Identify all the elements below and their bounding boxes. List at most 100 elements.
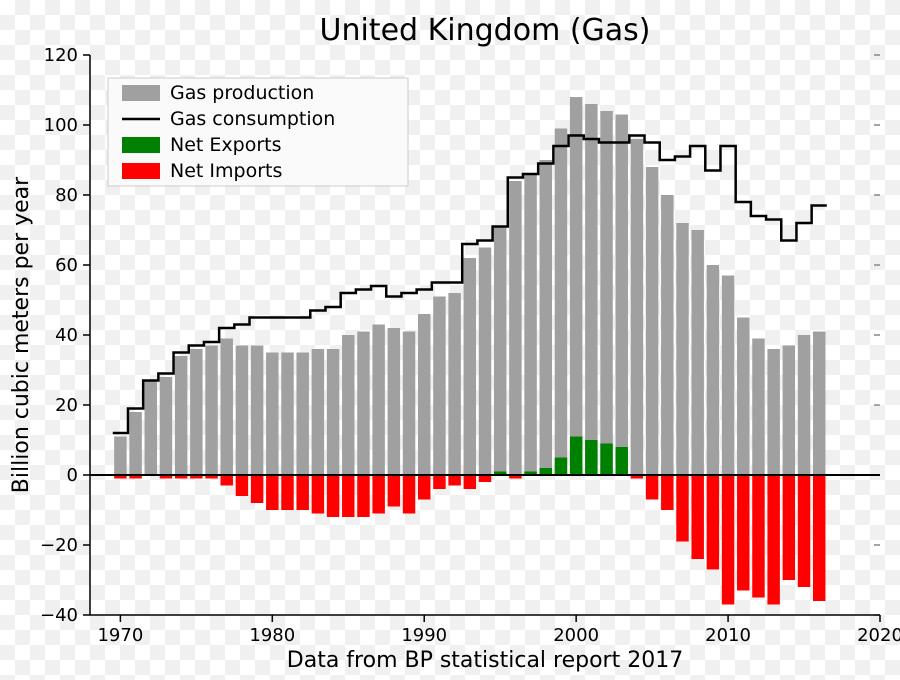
y-axis-label: Billion cubic meters per year xyxy=(9,176,34,493)
bar-production xyxy=(251,346,263,476)
bar-imports xyxy=(251,475,263,503)
bar-exports xyxy=(570,437,582,476)
bar-exports xyxy=(555,458,567,476)
bar-production xyxy=(418,314,430,475)
xtick-label: 1980 xyxy=(249,625,295,646)
bar-imports xyxy=(388,475,400,507)
bar-imports xyxy=(783,475,795,580)
bar-production xyxy=(190,349,202,475)
bar-production xyxy=(661,195,673,475)
bar-imports xyxy=(221,475,233,486)
bar-production xyxy=(357,332,369,476)
bar-production xyxy=(403,332,415,476)
bar-production xyxy=(676,223,688,475)
bar-imports xyxy=(737,475,749,591)
bar-imports xyxy=(433,475,445,489)
bar-production xyxy=(798,335,810,475)
bar-imports xyxy=(646,475,658,500)
bar-production xyxy=(372,325,384,476)
bar-imports xyxy=(464,475,476,489)
bar-production xyxy=(221,339,233,476)
bar-production xyxy=(707,265,719,475)
bar-imports xyxy=(691,475,703,559)
bar-imports xyxy=(707,475,719,570)
xtick-label: 2010 xyxy=(705,625,751,646)
legend-label: Gas consumption xyxy=(170,108,335,130)
bar-production xyxy=(296,353,308,476)
bar-imports xyxy=(722,475,734,605)
bar-production xyxy=(342,335,354,475)
legend-swatch xyxy=(122,163,160,179)
bar-production xyxy=(585,104,597,475)
bar-imports xyxy=(296,475,308,510)
bar-production xyxy=(570,97,582,475)
x-axis-label: Data from BP statistical report 2017 xyxy=(287,648,683,673)
bar-production xyxy=(722,276,734,476)
bar-imports xyxy=(372,475,384,514)
bar-production xyxy=(631,139,643,475)
ytick-label: 80 xyxy=(55,185,78,206)
bar-production xyxy=(646,167,658,475)
xtick-label: 1970 xyxy=(97,625,143,646)
ytick-label: −40 xyxy=(40,605,78,626)
bar-production xyxy=(752,339,764,476)
ytick-label: 0 xyxy=(67,465,78,486)
bar-production xyxy=(479,248,491,476)
ytick-label: 40 xyxy=(55,325,78,346)
bar-production xyxy=(600,111,612,475)
bar-imports xyxy=(312,475,324,514)
bar-production xyxy=(767,349,779,475)
bar-production xyxy=(312,349,324,475)
bar-production xyxy=(540,160,552,475)
gas-chart: −40−200204060801001201970198019902000201… xyxy=(0,0,900,680)
legend-swatch xyxy=(122,85,160,101)
bar-production xyxy=(616,115,628,476)
xtick-label: 2000 xyxy=(553,625,599,646)
bar-production xyxy=(524,174,536,475)
bar-production xyxy=(737,318,749,476)
bar-imports xyxy=(767,475,779,605)
bar-production xyxy=(129,412,141,475)
xtick-label: 1990 xyxy=(401,625,447,646)
ytick-label: 120 xyxy=(44,45,78,66)
bar-imports xyxy=(236,475,248,496)
bar-production xyxy=(114,437,126,476)
bar-production xyxy=(464,258,476,475)
legend-label: Net Imports xyxy=(170,160,282,182)
bar-imports xyxy=(752,475,764,598)
bar-imports xyxy=(448,475,460,486)
bar-imports xyxy=(479,475,491,482)
bar-production xyxy=(494,227,506,476)
bar-production xyxy=(555,129,567,476)
bar-imports xyxy=(357,475,369,517)
bar-imports xyxy=(327,475,339,517)
bar-production xyxy=(448,293,460,475)
bar-imports xyxy=(342,475,354,517)
bar-imports xyxy=(266,475,278,510)
bar-imports xyxy=(403,475,415,514)
legend-label: Net Exports xyxy=(170,134,282,156)
legend-swatch xyxy=(122,137,160,153)
bar-imports xyxy=(281,475,293,510)
bar-production xyxy=(327,349,339,475)
ytick-label: 20 xyxy=(55,395,78,416)
bar-production xyxy=(388,328,400,475)
bar-imports xyxy=(676,475,688,542)
bar-production xyxy=(783,346,795,476)
bar-exports xyxy=(616,447,628,475)
bar-exports xyxy=(600,444,612,476)
bar-production xyxy=(236,346,248,476)
bar-production xyxy=(813,332,825,476)
bar-exports xyxy=(540,468,552,475)
bar-production xyxy=(205,346,217,476)
bar-production xyxy=(266,353,278,476)
bar-imports xyxy=(798,475,810,587)
bar-production xyxy=(175,356,187,475)
legend-label: Gas production xyxy=(170,82,314,104)
bar-production xyxy=(509,181,521,475)
bar-production xyxy=(160,377,172,475)
chart-title: United Kingdom (Gas) xyxy=(320,13,651,48)
ytick-label: 100 xyxy=(44,115,78,136)
bar-exports xyxy=(585,440,597,475)
ytick-label: −20 xyxy=(40,535,78,556)
